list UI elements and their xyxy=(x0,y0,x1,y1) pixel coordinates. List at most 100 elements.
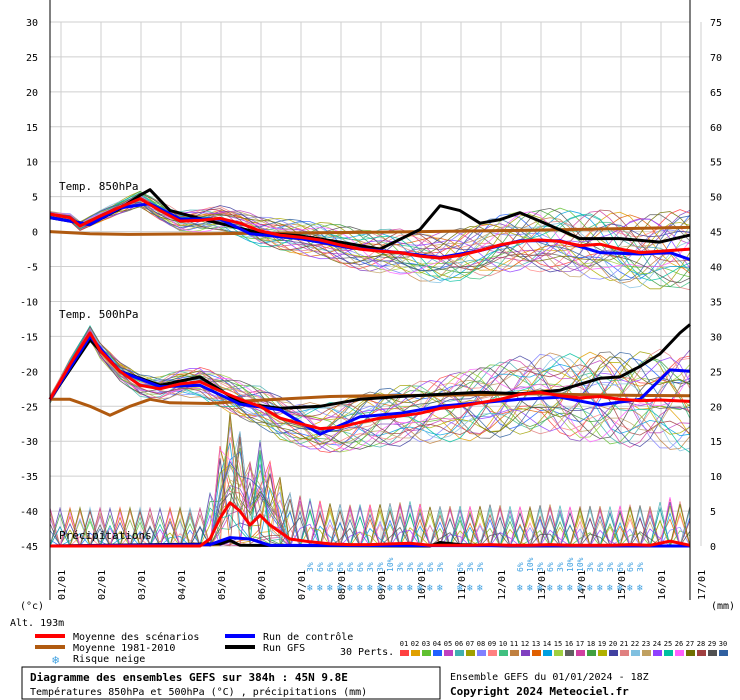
footer-box xyxy=(21,666,441,700)
run-gfs-t500-line xyxy=(48,323,691,410)
pert-legend-swatch xyxy=(499,650,508,656)
snowflake-icon: ❄ xyxy=(397,583,404,594)
footer-subtitle: Températures 850hPa et 500hPa (°C) , pré… xyxy=(30,686,367,698)
pert-legend-label: 14 xyxy=(543,640,551,648)
x-date-label: 13/01 xyxy=(537,570,548,600)
snow-risk-percent: 6% xyxy=(546,562,555,572)
pert-legend-swatch xyxy=(543,650,552,656)
snow-risk-percent: 3% xyxy=(436,562,445,572)
y-right-tick-label: 65 xyxy=(710,88,722,99)
pert-legend-label: 12 xyxy=(521,640,529,648)
perturbation-line xyxy=(49,194,691,278)
pert-legend-label: 22 xyxy=(631,640,639,648)
perturbation-line xyxy=(49,331,691,445)
x-date-label: 16/01 xyxy=(657,570,668,600)
pert-legend-label: 18 xyxy=(587,640,595,648)
x-date-label: 14/01 xyxy=(577,570,588,600)
legend-normal-swatch xyxy=(35,645,65,649)
snowflake-icon: ❄ xyxy=(517,583,524,594)
pert-legend-swatch xyxy=(488,650,497,656)
x-date-label: 04/01 xyxy=(177,570,188,600)
snow-risk-percent: 6% xyxy=(456,562,465,572)
y-left-tick-label: 30 xyxy=(26,18,38,29)
snowflake-icon: ❄ xyxy=(317,583,324,594)
y-right-tick-label: 35 xyxy=(710,297,722,308)
perturbation-line xyxy=(49,190,691,288)
x-date-label: 08/01 xyxy=(337,570,348,600)
x-date-label: 11/01 xyxy=(457,570,468,600)
snowflake-icon: ❄ xyxy=(367,583,374,594)
pert-legend-swatch xyxy=(521,650,530,656)
snowflake-icon: ❄ xyxy=(567,583,574,594)
main-series xyxy=(48,188,691,548)
perturbation-line xyxy=(49,201,691,281)
y-left-tick-label: -10 xyxy=(20,297,38,308)
snow-risk-percent: 3% xyxy=(606,562,615,572)
pert-legend-label: 27 xyxy=(686,640,694,648)
pert-legend-label: 07 xyxy=(466,640,474,648)
label-t850: Temp. 850hPa xyxy=(59,180,138,193)
y-right-tick-label: 20 xyxy=(710,402,722,413)
snowflake-icon: ❄ xyxy=(357,583,364,594)
snow-risk-percent: 10% xyxy=(386,557,395,572)
snow-risk-percent: 6% xyxy=(326,562,335,572)
y-right-tick-label: 10 xyxy=(710,472,722,483)
pert-legend-swatch xyxy=(609,650,618,656)
snowflake-icon: ❄ xyxy=(617,583,624,594)
pert-legend-swatch xyxy=(455,650,464,656)
y-left-tick-label: 10 xyxy=(26,158,38,169)
pert-legend-swatch xyxy=(719,650,728,656)
y-right-tick-label: 30 xyxy=(710,332,722,343)
footer-title: Diagramme des ensembles GEFS sur 384h : … xyxy=(30,671,348,684)
pert-legend-label: 24 xyxy=(653,640,661,648)
snow-risk-percent: 3% xyxy=(586,562,595,572)
snow-risk-percent: 6% xyxy=(356,562,365,572)
legend-gfs-swatch xyxy=(225,645,255,649)
legend-control-label: Run de contrôle xyxy=(263,631,353,643)
footer-copyright: Copyright 2024 Meteociel.fr xyxy=(450,685,629,698)
y-right-tick-label: 60 xyxy=(710,123,722,134)
snowflake-icon: ❄ xyxy=(467,583,474,594)
snow-risk-percent: 3% xyxy=(466,562,475,572)
legend-gfs-label: Run GFS xyxy=(263,643,305,654)
pert-legend-label: 17 xyxy=(576,640,584,648)
snowflake-icon: ❄ xyxy=(557,583,564,594)
pert-legend-swatch xyxy=(422,650,431,656)
pert-legend-swatch xyxy=(400,650,409,656)
perturbation-line xyxy=(49,192,691,282)
moyenne-des-sc-narios-t500-line xyxy=(48,331,691,431)
snow-risk-percent: 6% xyxy=(616,562,625,572)
snow-risk-markers: 3% ❄ 6% ❄ 6% ❄ 6% ❄ 6% ❄ 6% ❄ 3% ❄ 3% ❄ 10% ❄ 3% ❄ 3% ❄ 3% ❄ 6% ❄… xyxy=(306,557,645,594)
pert-legend-swatch xyxy=(598,650,607,656)
snow-risk-percent: 3% xyxy=(376,562,385,572)
snow-risk-percent: 6% xyxy=(346,562,355,572)
legend-mean-label: Moyenne des scénarios xyxy=(73,631,199,643)
axes xyxy=(49,0,691,600)
pert-legend-swatch xyxy=(653,650,662,656)
x-date-label: 17/01 xyxy=(697,570,708,600)
snowflake-icon: ❄ xyxy=(427,583,434,594)
y-left-tick-label: -30 xyxy=(20,437,38,448)
snow-risk-percent: 3% xyxy=(416,562,425,572)
left-unit-label: (°c) xyxy=(20,601,44,612)
y-right-tick-label: 55 xyxy=(710,158,722,169)
run-de-contr-le-t500-line xyxy=(48,334,691,436)
snowflake-icon: ❄ xyxy=(597,583,604,594)
snow-risk-percent: 3% xyxy=(636,562,645,572)
y-right-tick-label: 45 xyxy=(710,228,722,239)
snow-risk-percent: 3% xyxy=(536,562,545,572)
snow-risk-percent: 6% xyxy=(316,562,325,572)
snowflake-icon: ❄ xyxy=(407,583,414,594)
altitude-label: Alt. 193m xyxy=(10,618,64,629)
x-date-label: 02/01 xyxy=(97,570,108,600)
pert-legend-label: 25 xyxy=(664,640,672,648)
y-left-tick-label: 5 xyxy=(32,193,38,204)
perturbation-legend: 01 02 03 04 05 06 07 08 09 10 11 12 13 14 15 16 17 18 19 20… xyxy=(400,640,728,656)
axis-labels: 302520151050-5-10-15-20-25-30-35-40-4575… xyxy=(20,18,722,600)
pert-legend-swatch xyxy=(433,650,442,656)
moyenne-des-sc-narios-precip-line xyxy=(50,501,691,548)
pert-legend-label: 03 xyxy=(422,640,430,648)
pert-legend-label: 05 xyxy=(444,640,452,648)
snowflake-icon: ❄ xyxy=(437,583,444,594)
y-right-tick-label: 50 xyxy=(710,193,722,204)
